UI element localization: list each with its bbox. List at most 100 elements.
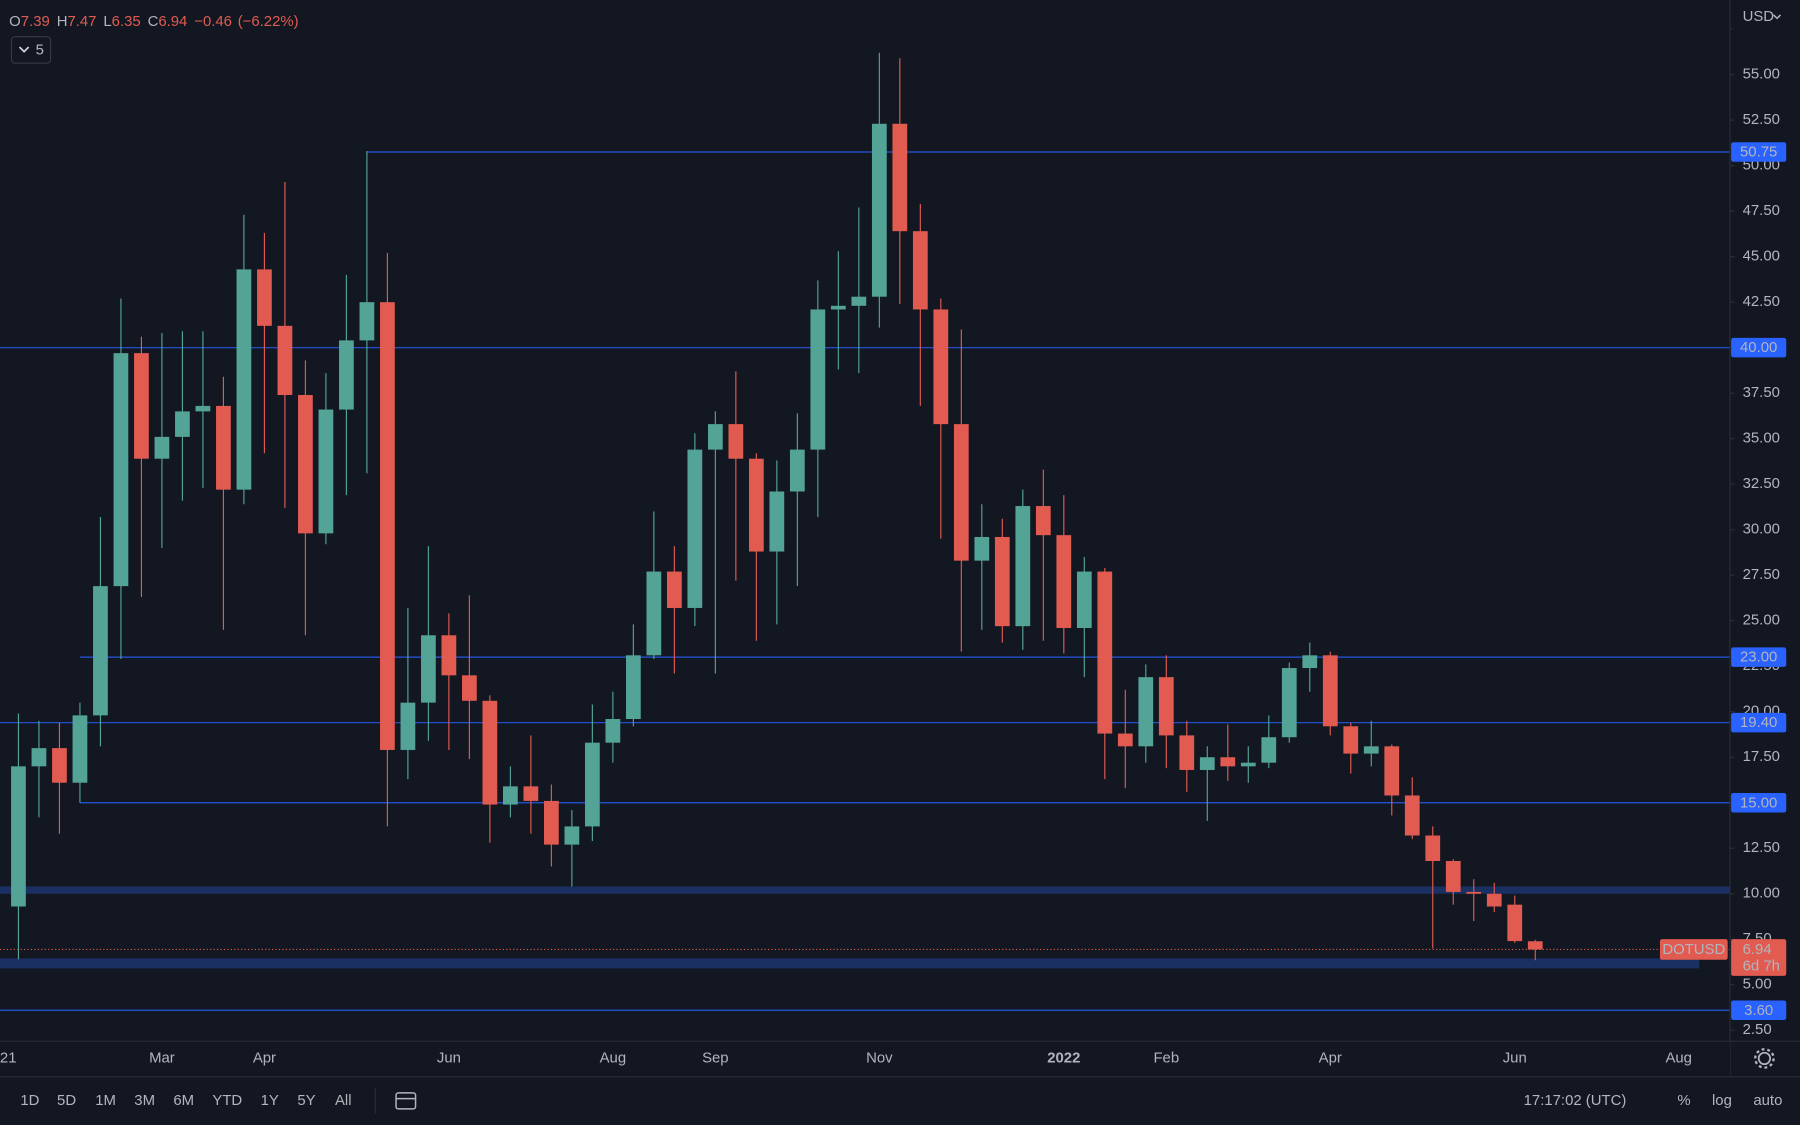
- candle-body: [1158, 677, 1174, 736]
- change-pct: (−6.22%): [238, 13, 299, 30]
- candle-body: [236, 269, 252, 490]
- interval-button[interactable]: 1M: [95, 1092, 116, 1109]
- price-label-bg: [1731, 939, 1787, 976]
- candle-body: [1097, 571, 1113, 734]
- candle-body: [462, 675, 477, 701]
- key: L: [103, 13, 111, 30]
- y-tick-label: 42.50: [1743, 293, 1780, 310]
- level-label-bg: [1731, 1000, 1787, 1021]
- candle-body: [154, 436, 170, 459]
- candle-body: [1076, 571, 1092, 628]
- y-tick-label: 35.00: [1743, 430, 1780, 447]
- ohlc-legend: O7.39 H7.47 L6.35 C6.94 −0.46 (−6.22%): [9, 13, 298, 30]
- countdown: 6d 7h: [1743, 958, 1780, 975]
- candle-body: [1302, 655, 1318, 669]
- candle-body: [134, 353, 149, 459]
- level-label-bg: [1731, 337, 1787, 358]
- interval-button[interactable]: YTD: [212, 1092, 242, 1109]
- indicator-count: 5: [36, 41, 44, 58]
- settings-icon[interactable]: [1757, 1051, 1772, 1066]
- candle-body: [1199, 757, 1215, 770]
- candle-body: [318, 409, 334, 534]
- candle-body: [892, 123, 908, 232]
- candle-body: [625, 655, 641, 720]
- x-tick-label: Nov: [866, 1049, 893, 1066]
- price-axis: [1729, 0, 1800, 1077]
- candle-body: [1507, 904, 1523, 942]
- open-value: 7.39: [21, 13, 50, 30]
- candle-body: [400, 702, 416, 750]
- interval-button[interactable]: 5D: [57, 1092, 76, 1109]
- clock[interactable]: 17:17:02 (UTC): [1524, 1092, 1627, 1109]
- candle-body: [933, 309, 949, 425]
- interval-button[interactable]: 1D: [20, 1092, 39, 1109]
- key: H: [57, 13, 68, 30]
- candle-body: [359, 302, 375, 341]
- level-label-bg: [1731, 647, 1787, 667]
- candle-body: [1015, 506, 1031, 627]
- y-tick-label: 32.50: [1743, 475, 1780, 492]
- zone: [0, 958, 1700, 969]
- date-range-icon[interactable]: [395, 1092, 417, 1110]
- candle-body: [748, 458, 764, 552]
- candle-body: [666, 571, 682, 608]
- interval-button[interactable]: 3M: [134, 1092, 155, 1109]
- candle-body: [52, 748, 67, 783]
- plot-area: [0, 52, 1730, 1011]
- calendar-icon: [395, 1092, 417, 1110]
- close-value: 6.94: [158, 13, 187, 30]
- level-label-bg: [1731, 792, 1787, 813]
- candle-body: [482, 700, 498, 805]
- candle-body: [339, 340, 354, 410]
- interval-button[interactable]: All: [335, 1092, 352, 1109]
- currency[interactable]: USD: [1743, 8, 1775, 25]
- y-tick-label: 45.00: [1743, 248, 1780, 265]
- candle-body: [503, 786, 518, 805]
- y-tick-label: 2.50: [1743, 1021, 1772, 1038]
- candle-body: [1117, 733, 1133, 747]
- time-axis: [0, 1041, 1730, 1077]
- candle-body: [1322, 655, 1338, 727]
- interval-button[interactable]: 5Y: [297, 1092, 315, 1109]
- y-tick-label: 30.00: [1743, 521, 1780, 538]
- candle-body: [93, 586, 108, 716]
- chevron-icon: [1773, 14, 1782, 20]
- candle-body: [257, 269, 272, 326]
- y-tick-label: 27.50: [1743, 566, 1780, 583]
- candle-body: [216, 405, 231, 490]
- candle-body: [707, 424, 723, 450]
- y-tick-label: 37.50: [1743, 384, 1780, 401]
- low-value: 6.35: [112, 13, 141, 30]
- scale-option[interactable]: %: [1677, 1092, 1690, 1109]
- interval-button[interactable]: 6M: [173, 1092, 194, 1109]
- scale-option[interactable]: log: [1712, 1092, 1732, 1109]
- candle-body: [687, 449, 703, 608]
- candle-body: [605, 719, 621, 743]
- level-label: 23.00: [1740, 649, 1777, 666]
- candle-body: [912, 231, 928, 310]
- level-label: 15.00: [1740, 794, 1777, 811]
- candle-body: [195, 405, 211, 412]
- symbol-label: DOTUSD: [1662, 941, 1725, 958]
- candle-body: [1035, 506, 1051, 536]
- candle-body: [31, 748, 47, 767]
- high-value: 7.47: [67, 13, 96, 30]
- indicators-toggle[interactable]: [10, 36, 52, 64]
- x-tick-label: Jun: [437, 1049, 461, 1066]
- candle-body: [421, 635, 436, 703]
- interval-button[interactable]: 1Y: [261, 1092, 279, 1109]
- candle-body: [769, 491, 785, 552]
- scale-option[interactable]: auto: [1753, 1092, 1782, 1109]
- candle-body: [1486, 893, 1502, 907]
- candle-body: [1363, 746, 1379, 754]
- level-label-bg: [1731, 712, 1787, 733]
- level-label-bg: [1731, 142, 1787, 162]
- candle-body: [1281, 668, 1297, 738]
- candle-body: [584, 742, 600, 827]
- currency-bg: [1732, 0, 1800, 35]
- level-label: 19.40: [1740, 714, 1777, 731]
- y-tick-label: 12.50: [1743, 839, 1780, 856]
- candle-body: [380, 302, 395, 750]
- axis-layer: 2.505.007.5010.0012.5015.0017.5020.0022.…: [0, 20, 1787, 1066]
- candle-body: [441, 635, 457, 676]
